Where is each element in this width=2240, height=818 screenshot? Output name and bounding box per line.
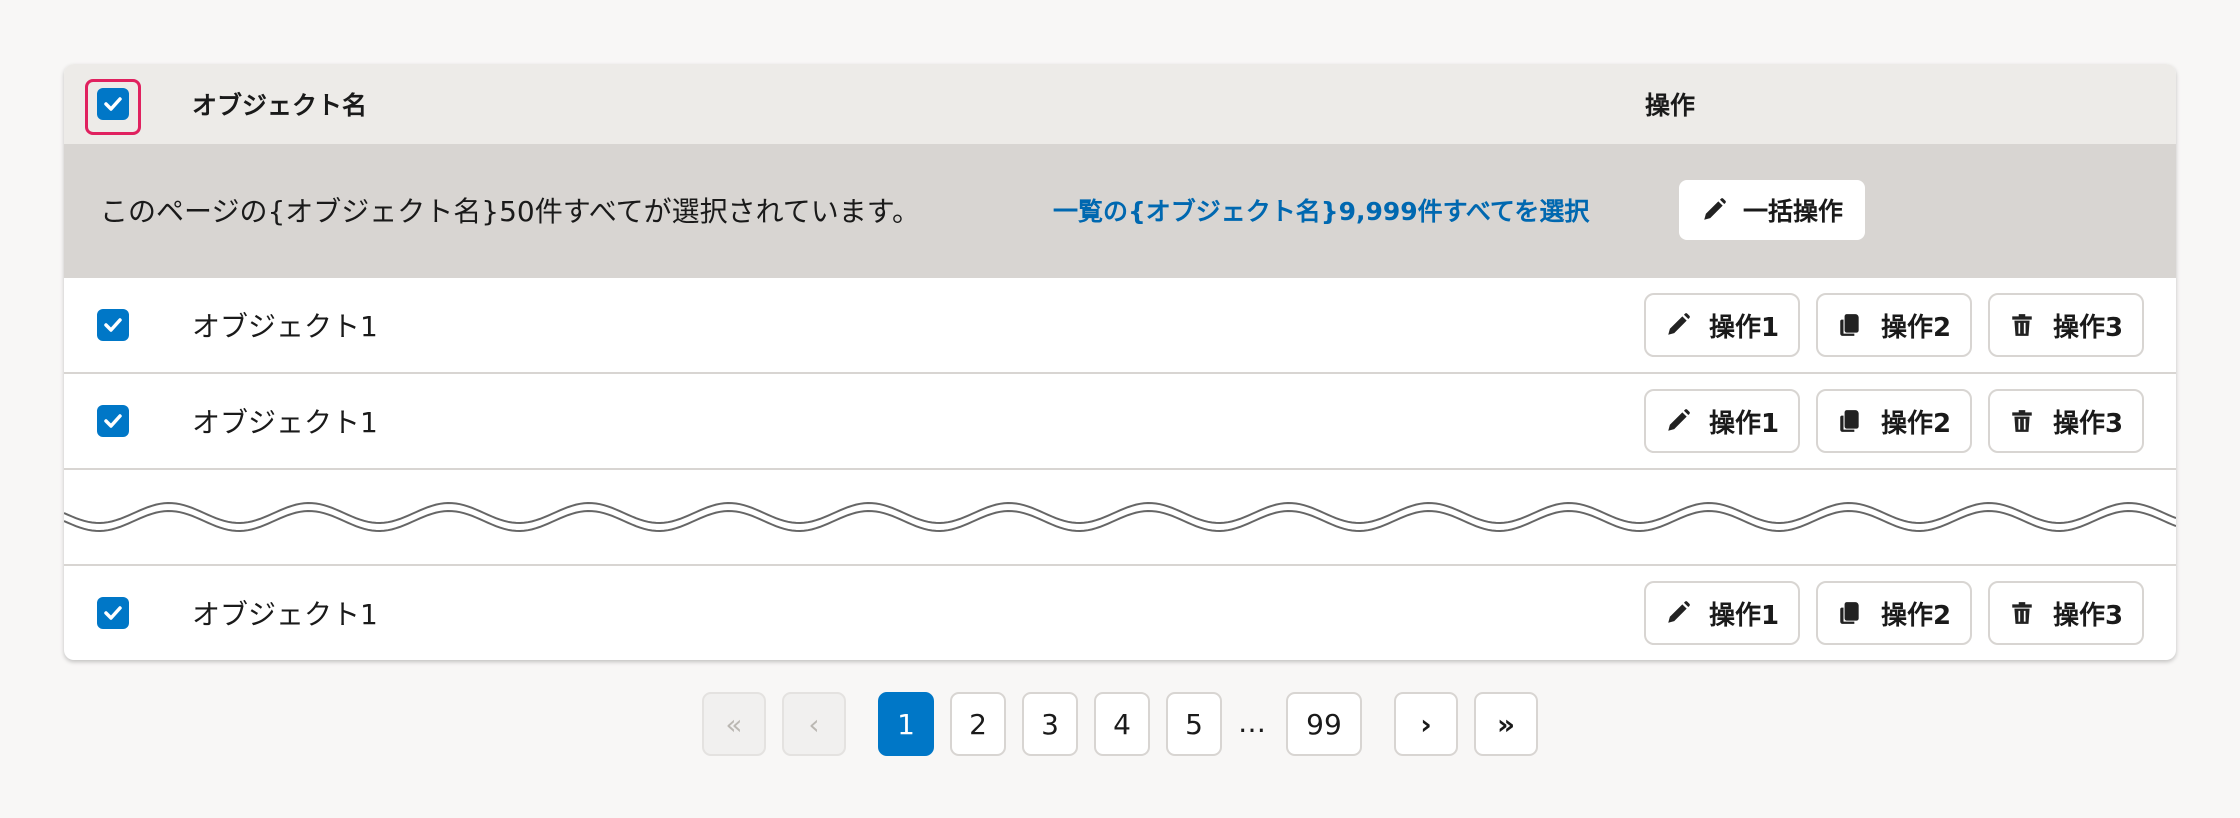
omission-wave <box>64 468 2176 564</box>
action-button-1[interactable]: 操作1 <box>1644 293 1800 357</box>
page-button-3[interactable]: 3 <box>1022 692 1078 756</box>
action-label: 操作3 <box>2052 408 2124 439</box>
trash-icon <box>2012 410 2032 432</box>
page-button-99[interactable]: 99 <box>1286 692 1362 756</box>
table-row: オブジェクト1 操作1 操作2 操作3 <box>64 372 2176 468</box>
trash-icon <box>2012 314 2032 336</box>
action-label: 操作3 <box>2052 600 2124 631</box>
selection-message: このページの{オブジェクト名}50件すべてが選択されています。 <box>100 195 920 228</box>
column-header-name: オブジェクト名 <box>192 91 368 120</box>
column-header-actions: 操作 <box>1645 91 1696 120</box>
page-button-1[interactable]: 1 <box>878 692 934 756</box>
pencil-icon <box>1668 601 1690 623</box>
object-name: オブジェクト1 <box>192 406 378 439</box>
action-label: 操作1 <box>1708 600 1780 631</box>
table-header: オブジェクト名 操作 <box>64 64 2176 144</box>
row-actions: 操作1 操作2 操作3 <box>1644 581 2144 645</box>
action-button-2[interactable]: 操作2 <box>1816 581 1972 645</box>
row-checkbox[interactable] <box>97 597 129 629</box>
pagination: « ‹ 1 2 3 4 5 … 99 › » <box>0 692 2240 756</box>
action-button-3[interactable]: 操作3 <box>1988 389 2144 453</box>
page-button-5[interactable]: 5 <box>1166 692 1222 756</box>
focus-ring <box>85 79 141 135</box>
copy-icon <box>1840 314 1859 336</box>
next-page-button[interactable]: › <box>1394 692 1458 756</box>
row-checkbox[interactable] <box>97 309 129 341</box>
action-label: 操作2 <box>1880 312 1952 343</box>
table-row: オブジェクト1 操作1 操作2 操作3 <box>64 564 2176 660</box>
pencil-icon <box>1668 313 1690 335</box>
pagination-ellipsis: … <box>1238 706 1266 739</box>
check-icon <box>104 318 122 332</box>
row-actions: 操作1 操作2 操作3 <box>1644 293 2144 357</box>
action-label: 操作2 <box>1880 408 1952 439</box>
pencil-icon <box>1704 198 1726 220</box>
object-name: オブジェクト1 <box>192 598 378 631</box>
action-button-3[interactable]: 操作3 <box>1988 581 2144 645</box>
action-button-1[interactable]: 操作1 <box>1644 389 1800 453</box>
action-button-3[interactable]: 操作3 <box>1988 293 2144 357</box>
action-label: 操作1 <box>1708 312 1780 343</box>
check-icon <box>104 97 122 111</box>
page-button-4[interactable]: 4 <box>1094 692 1150 756</box>
action-button-1[interactable]: 操作1 <box>1644 581 1800 645</box>
action-label: 操作2 <box>1880 600 1952 631</box>
table-row: オブジェクト1 操作1 操作2 操作3 <box>64 276 2176 372</box>
action-label: 操作3 <box>2052 312 2124 343</box>
trash-icon <box>2012 602 2032 624</box>
chevron-right-icon: › <box>1420 707 1432 741</box>
object-name: オブジェクト1 <box>192 310 378 343</box>
pencil-icon <box>1668 409 1690 431</box>
bulk-action-button[interactable]: 一括操作 <box>1679 180 1865 240</box>
action-label: 操作1 <box>1708 408 1780 439</box>
double-chevron-left-icon: « <box>725 707 743 741</box>
bulk-action-label: 一括操作 <box>1742 197 1843 226</box>
prev-page-button[interactable]: ‹ <box>782 692 846 756</box>
double-chevron-right-icon: » <box>1496 707 1516 741</box>
object-table: オブジェクト名 操作 このページの{オブジェクト名}50件すべてが選択されていま… <box>64 64 2176 660</box>
row-actions: 操作1 操作2 操作3 <box>1644 389 2144 453</box>
last-page-button[interactable]: » <box>1474 692 1538 756</box>
wave-break-icon <box>64 502 2176 532</box>
first-page-button[interactable]: « <box>702 692 766 756</box>
page-button-2[interactable]: 2 <box>950 692 1006 756</box>
copy-icon <box>1840 410 1859 432</box>
chevron-left-icon: ‹ <box>808 707 820 741</box>
select-all-checkbox[interactable] <box>97 88 129 120</box>
action-button-2[interactable]: 操作2 <box>1816 293 1972 357</box>
action-button-2[interactable]: 操作2 <box>1816 389 1972 453</box>
select-all-items-link[interactable]: 一覧の{オブジェクト名}9,999件すべてを選択 <box>1053 197 1590 226</box>
copy-icon <box>1840 602 1859 624</box>
selection-banner: このページの{オブジェクト名}50件すべてが選択されています。 一覧の{オブジェ… <box>64 144 2176 276</box>
row-checkbox[interactable] <box>97 405 129 437</box>
check-icon <box>104 414 122 428</box>
check-icon <box>104 606 122 620</box>
